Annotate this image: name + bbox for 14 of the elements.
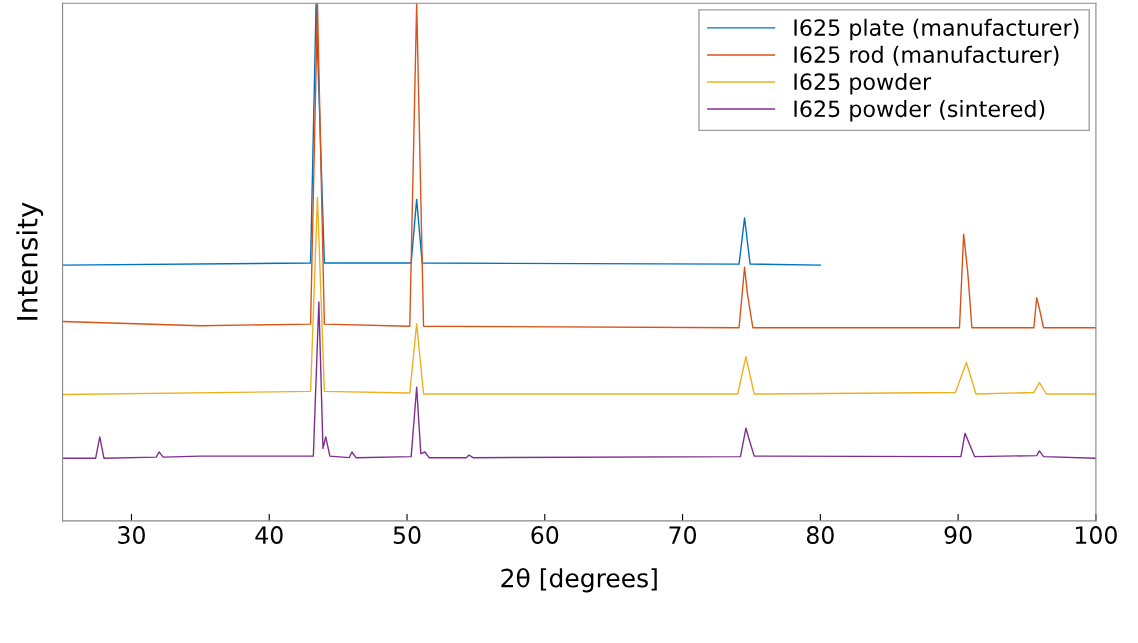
legend-label: I625 rod (manufacturer) (794, 45, 1059, 66)
legend-label: I625 powder (794, 72, 932, 95)
x-tick-label: 90 (944, 526, 972, 544)
y-axis-title: Intensity (16, 202, 44, 320)
legend-label: I625 powder (sintered) (794, 99, 1045, 122)
legend-label: I625 plate (manufacturer) (794, 18, 1079, 41)
x-tick-label: 80 (806, 526, 834, 544)
x-tick-label: 60 (531, 526, 559, 544)
x-axis-title: 2θ [degrees] (501, 567, 657, 593)
x-tick-label: 100 (1075, 526, 1117, 544)
x-tick-label: 30 (118, 526, 145, 544)
x-tick-label: 40 (255, 526, 283, 544)
x-tick-label: 70 (669, 526, 697, 544)
x-tick-label: 50 (393, 526, 421, 544)
